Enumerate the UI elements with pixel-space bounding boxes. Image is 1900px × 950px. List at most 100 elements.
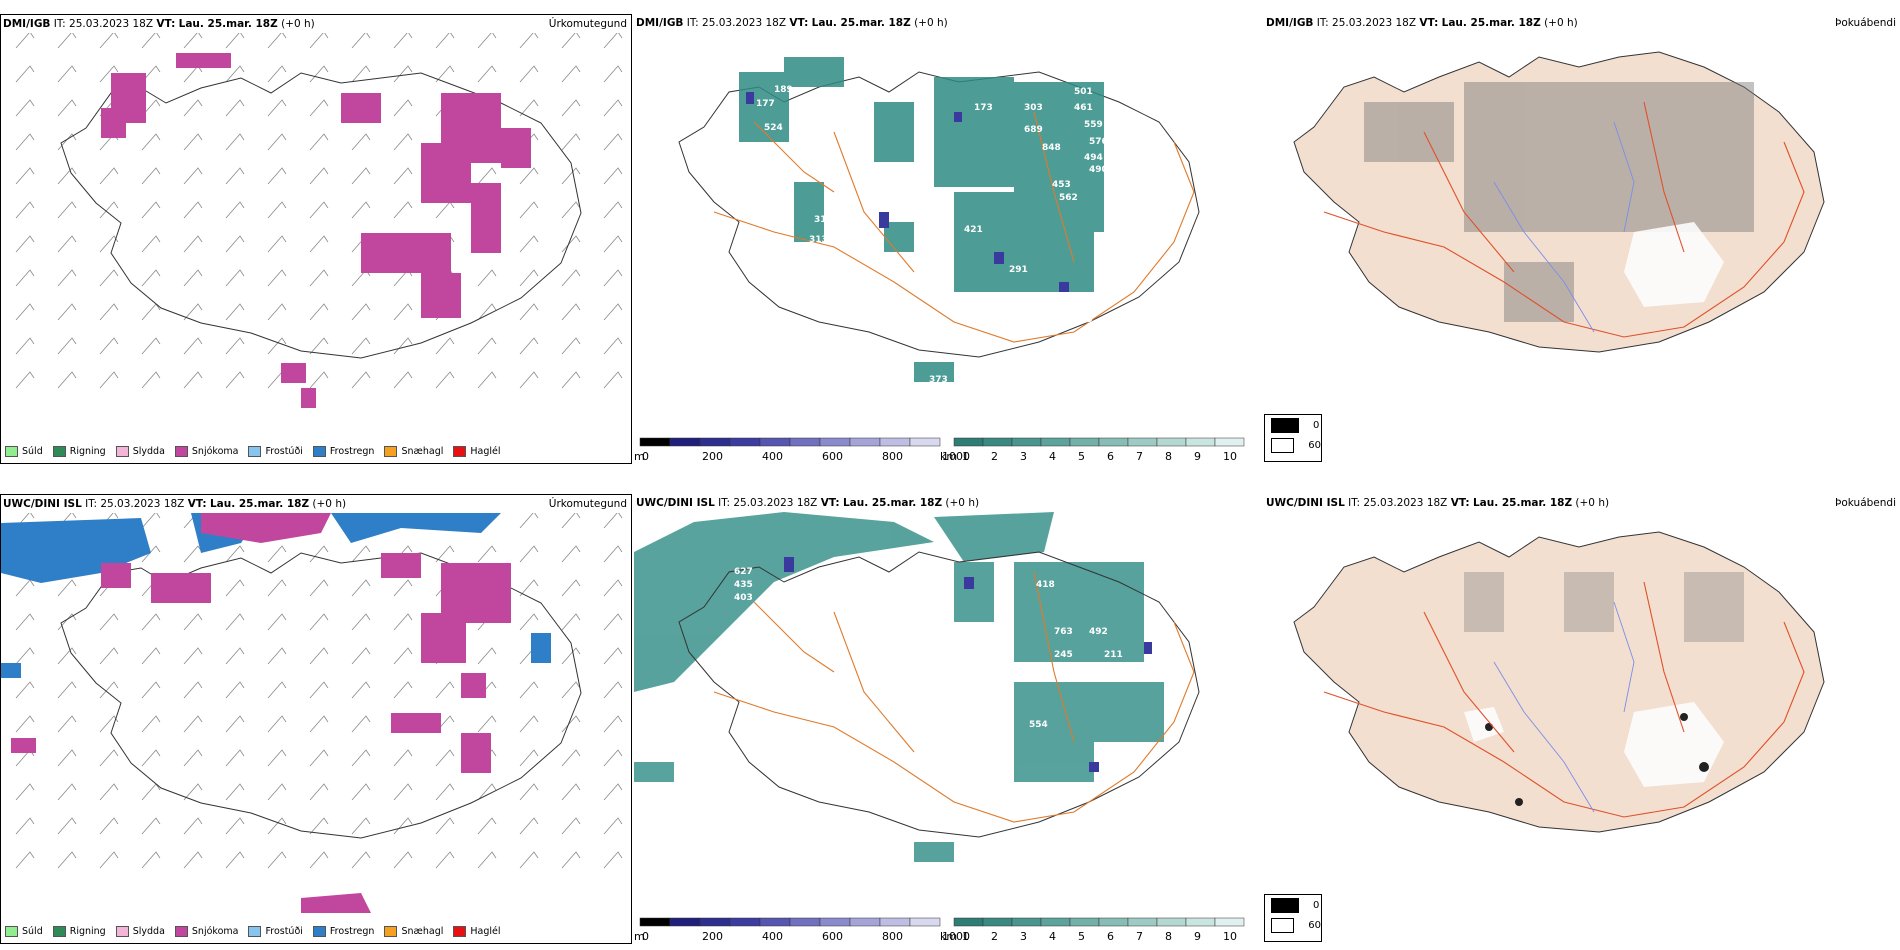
wind-barb [519, 545, 539, 563]
wind-barb [183, 201, 203, 219]
wind-barb [99, 337, 119, 355]
visibility-value-label: 554 [1029, 720, 1048, 730]
precip-type-legend: Súld Rigning Slydda Snjókoma Frostúði Frostre… [5, 926, 501, 937]
wind-barb [57, 99, 77, 117]
wind-barb [561, 715, 581, 733]
wind-barb [309, 579, 329, 597]
legend-item: Frostúði [248, 446, 303, 457]
wind-barb [183, 749, 203, 767]
color-scale-top: m 0 200 400 600 800 1000 km 1 2 3 4 5 6 7 8 9 10 [634, 436, 1254, 466]
visibility-color-step [1040, 917, 1071, 927]
roads [713, 111, 1195, 343]
wind-barb [477, 269, 497, 287]
valid-time: Lau. 25.mar. 18Z [178, 18, 278, 30]
visibility-value-label: 627 [734, 567, 753, 577]
cloud-base-color-step [879, 917, 911, 927]
wind-barbs [15, 33, 623, 389]
iceland-outline [678, 551, 1200, 838]
wind-barb [351, 681, 371, 699]
cloud-base-color-step [849, 437, 881, 447]
fog-indicator-panel-top: DMI/IGB IT: 25.03.2023 18Z VT: Lau. 25.m… [1264, 14, 1900, 464]
legend-item: Súld [5, 446, 43, 457]
wind-barb [477, 33, 497, 49]
wind-barb [225, 201, 245, 219]
wind-barb [57, 817, 77, 835]
wind-barb [309, 817, 329, 835]
wind-barb [393, 647, 413, 665]
wind-barb [267, 303, 287, 321]
wind-barb [309, 371, 329, 389]
legend-item: Súld [5, 926, 43, 937]
swatch [1271, 897, 1299, 913]
visibility-value-label: 173 [974, 103, 993, 113]
wind-barb [309, 65, 329, 83]
roads [713, 571, 1195, 823]
wind-barb [603, 99, 623, 117]
visibility-value-label: 313 [809, 235, 828, 245]
legend-label: Rigning [69, 446, 106, 457]
wind-barb [141, 235, 161, 253]
wind-barb [519, 201, 539, 219]
wind-barb [141, 371, 161, 389]
cloud-base-unit: m [634, 930, 645, 943]
wind-barb [15, 579, 35, 597]
fog-legend-item: 60 [1265, 915, 1321, 935]
fog-gray-areas [1364, 82, 1754, 322]
cloud-base-color-step [699, 917, 731, 927]
wind-barb [435, 65, 455, 83]
visibility-labels: 1060 627 435 403 264 418 763 492 245 211 554 [734, 515, 1123, 730]
wind-barb [519, 783, 539, 801]
legend-label: Frostregn [329, 926, 375, 937]
wind-barb [477, 303, 497, 321]
cloud-base-patches [746, 92, 1069, 292]
wind-barb [561, 371, 581, 389]
iceland-outline [60, 72, 582, 359]
wind-barb [435, 33, 455, 49]
cloud-base-color-step [879, 437, 911, 447]
wind-barb [561, 647, 581, 665]
visibility-value-label: 211 [1104, 650, 1123, 660]
fog-legend-value: 0 [1313, 899, 1320, 911]
legend-label: Frostregn [329, 446, 375, 457]
wind-barb [99, 817, 119, 835]
cloud-base-color-step [819, 917, 851, 927]
wind-barb [141, 167, 161, 185]
wind-barb [477, 371, 497, 389]
cloud-base-tick: 600 [822, 930, 843, 943]
wind-barb [351, 337, 371, 355]
visibility-value-label: 310 [814, 215, 833, 225]
wind-barb [519, 613, 539, 631]
wind-barb [267, 167, 287, 185]
wind-barb [519, 303, 539, 321]
visibility-tick: 9 [1194, 450, 1201, 463]
wind-barb [309, 303, 329, 321]
wind-barb [603, 303, 623, 321]
wind-barb [141, 303, 161, 321]
visibility-color-step [1156, 437, 1187, 447]
visibility-unit: km [940, 930, 957, 943]
wind-barb [225, 133, 245, 151]
swatch [1271, 417, 1299, 433]
wind-barb [393, 167, 413, 185]
fog-legend-item: 60 [1265, 435, 1321, 455]
fog-legend-value: 0 [1313, 419, 1320, 431]
wind-barb [351, 715, 371, 733]
wind-barb [435, 545, 455, 563]
snow-areas [101, 53, 531, 408]
visibility-value-label: 453 [1052, 180, 1071, 190]
wind-barb [183, 303, 203, 321]
legend-item: Snæhagl [384, 926, 443, 937]
legend-swatch [384, 926, 398, 937]
wind-barb [267, 201, 287, 219]
iceland-outline [60, 552, 582, 839]
wind-barb [561, 167, 581, 185]
wind-barb [435, 681, 455, 699]
wind-barb [393, 65, 413, 83]
wind-barb [15, 167, 35, 185]
wind-barb [393, 371, 413, 389]
cloud-base-color-step [759, 437, 791, 447]
legend-label: Haglél [470, 926, 501, 937]
wind-barb [603, 371, 623, 389]
legend-item: Rigning [52, 446, 106, 457]
visibility-color-step [1098, 917, 1129, 927]
